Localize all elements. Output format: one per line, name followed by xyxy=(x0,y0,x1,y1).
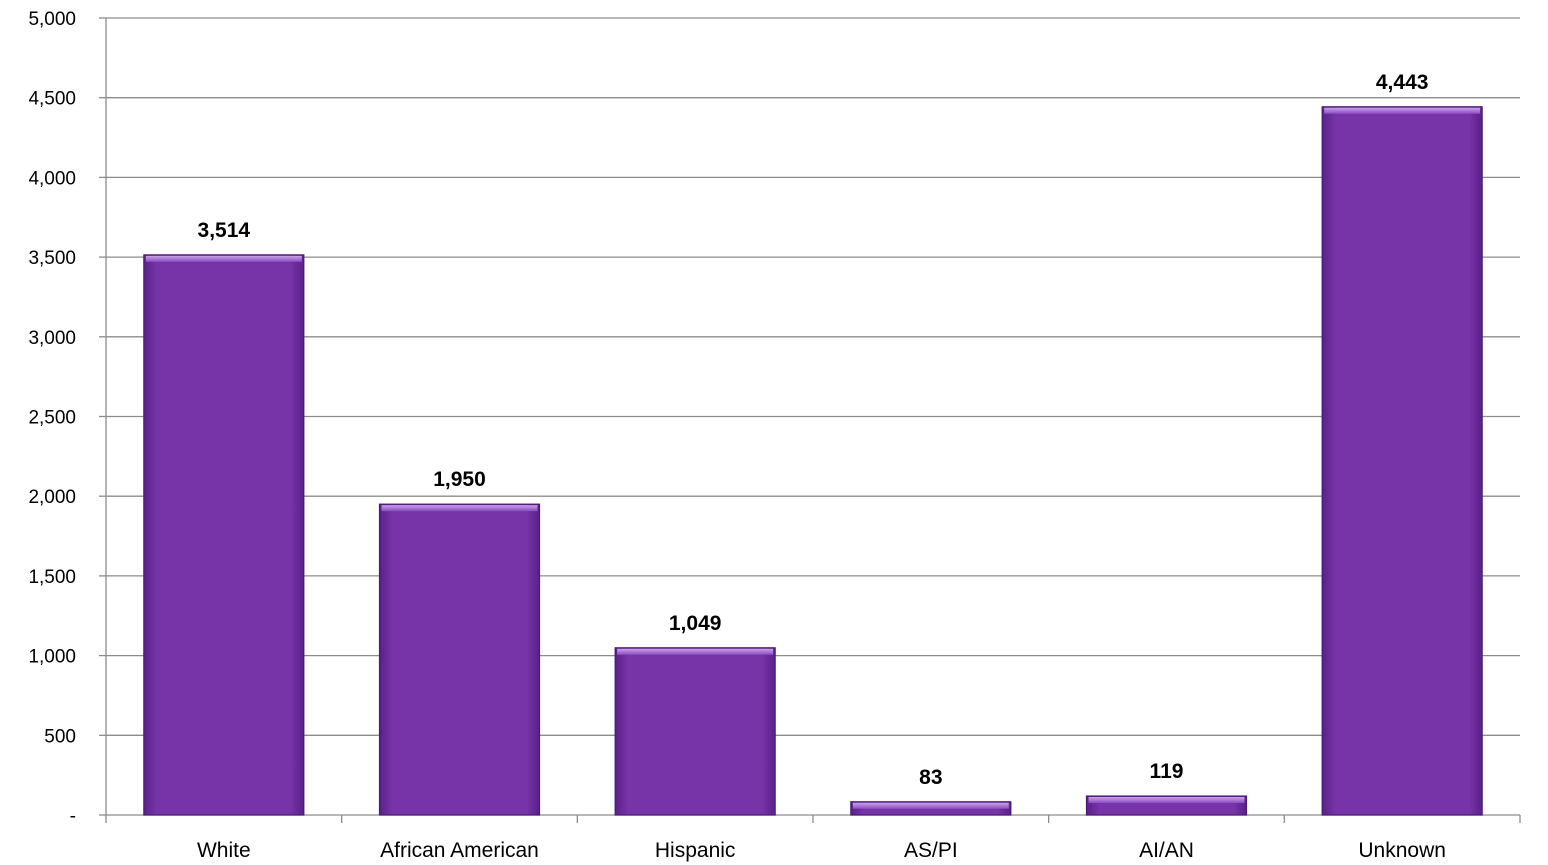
y-tick-label: 1,000 xyxy=(28,647,76,668)
bars xyxy=(143,106,1483,816)
bar-body xyxy=(143,254,305,816)
y-tick-label: 2,000 xyxy=(28,487,76,508)
x-category-label: Hispanic xyxy=(655,839,736,862)
gridlines xyxy=(106,17,1520,736)
bar-highlight xyxy=(852,802,1009,809)
bar-highlight xyxy=(145,255,302,262)
data-label: 3,514 xyxy=(198,219,251,242)
data-label: 1,049 xyxy=(669,612,722,635)
bar xyxy=(1321,106,1483,816)
bar xyxy=(378,503,541,816)
bar-body xyxy=(378,503,541,816)
y-tick-label: 3,000 xyxy=(28,328,76,349)
y-tick-label: 500 xyxy=(44,726,76,747)
data-label: 119 xyxy=(1150,760,1184,783)
y-axis-tick-labels: - 500 1,000 1,500 2,000 2,500 3,000 3,500 4,000 4… xyxy=(28,9,76,827)
bar-highlight xyxy=(1088,797,1245,804)
y-tick-label: 3,500 xyxy=(28,248,76,269)
x-category-label: AS/PI xyxy=(904,839,958,862)
y-tick-label: 4,000 xyxy=(28,168,76,189)
bar-body xyxy=(1321,106,1483,816)
bar xyxy=(143,254,305,816)
x-axis-category-labels: White African American Hispanic AS/PI AI/AN U… xyxy=(197,839,1446,862)
data-label: 1,950 xyxy=(433,468,486,491)
y-tick-label: 4,500 xyxy=(28,89,76,110)
bar xyxy=(1085,795,1248,816)
y-tick-label: 5,000 xyxy=(28,9,76,30)
y-tick-label: 1,500 xyxy=(28,567,76,588)
data-labels: 3,514 1,950 1,049 83 119 4,443 xyxy=(198,71,1429,789)
data-label: 83 xyxy=(919,766,942,789)
x-category-label: Unknown xyxy=(1358,839,1446,862)
data-label: 4,443 xyxy=(1376,71,1429,94)
y-tick-label: - xyxy=(70,806,76,827)
axes xyxy=(99,17,1521,823)
x-category-label: White xyxy=(197,839,251,862)
x-category-label: AI/AN xyxy=(1139,839,1194,862)
y-tick-label: 2,500 xyxy=(28,408,76,429)
x-category-label: African American xyxy=(380,839,539,862)
bar-body xyxy=(614,647,776,816)
bar-highlight xyxy=(1324,107,1481,114)
bar-highlight xyxy=(381,505,538,512)
bar xyxy=(614,647,776,816)
bar-highlight xyxy=(617,648,774,655)
bar xyxy=(850,801,1012,816)
